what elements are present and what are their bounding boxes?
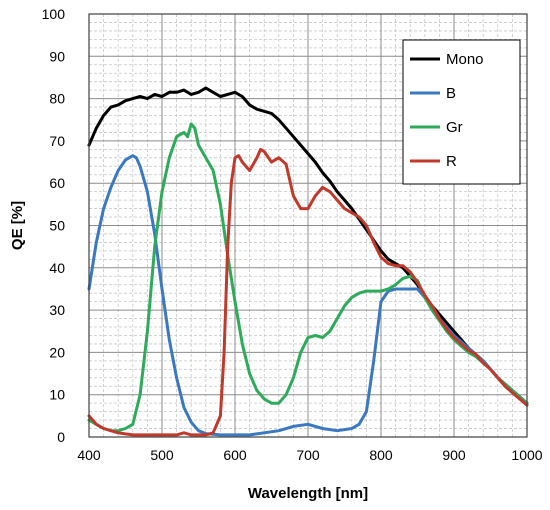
x-tick-label: 400 [77,447,101,463]
y-tick-label: 40 [49,260,65,276]
x-tick-label: 600 [223,447,247,463]
x-axis-title: Wavelength [nm] [248,485,368,502]
y-tick-label: 60 [49,175,65,191]
legend-label-r: R [446,153,457,170]
x-tick-label: 800 [369,447,393,463]
x-tick-labels: 400 500 600 700 800 900 1000 [77,447,542,463]
y-tick-label: 30 [49,302,65,318]
x-tick-label: 1000 [511,447,542,463]
x-tick-label: 700 [296,447,320,463]
x-tick-label: 500 [150,447,174,463]
y-tick-labels: 0 10 20 30 40 50 60 70 80 90 100 [42,6,66,445]
y-axis-title: QE [%] [9,201,26,250]
y-tick-label: 70 [49,133,65,149]
x-tick-label: 900 [442,447,466,463]
legend: Mono B Gr R [402,39,521,185]
series-line-b [87,154,529,437]
plot-frame [88,13,528,438]
y-tick-label: 10 [49,387,65,403]
series-line-r [87,147,529,437]
legend-label-gr: Gr [446,119,463,136]
legend-label-b: B [446,85,456,102]
y-tick-label: 0 [57,429,65,445]
y-tick-label: 20 [49,344,65,360]
legend-label-mono: Mono [446,51,484,68]
y-tick-label: 80 [49,91,65,107]
series-line-mono [87,86,529,405]
series-layer [87,86,529,437]
y-tick-label: 100 [42,6,66,22]
y-tick-label: 90 [49,48,65,64]
y-tick-label: 50 [49,218,65,234]
